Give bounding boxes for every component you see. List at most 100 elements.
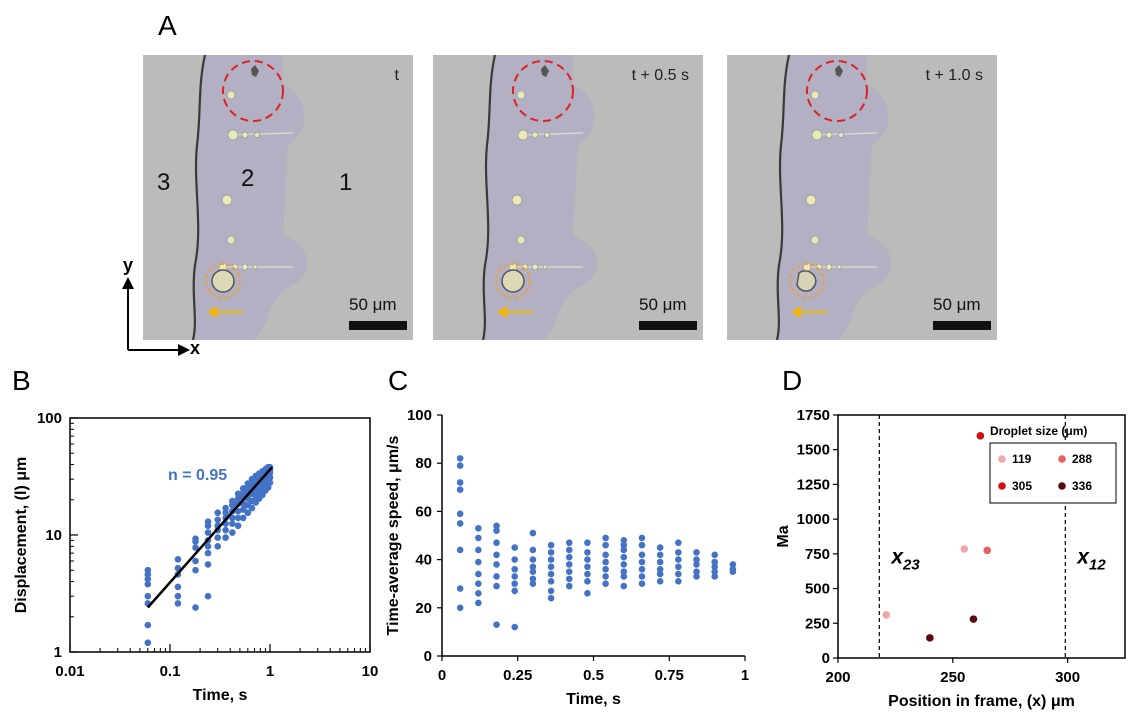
data-point bbox=[456, 479, 464, 486]
data-point bbox=[475, 546, 482, 554]
data-point bbox=[584, 577, 591, 585]
data-point bbox=[222, 534, 229, 541]
data-point bbox=[565, 561, 573, 568]
data-point bbox=[234, 514, 242, 522]
chart-c-speed: 0 0.25 0.5 0.75 1 0 20 40 60 80 100 Time, s Time-ave… bbox=[385, 407, 749, 708]
y-axis-title: Ma bbox=[775, 525, 792, 547]
data-point bbox=[144, 639, 152, 647]
data-point bbox=[174, 600, 182, 607]
legend-marker bbox=[998, 482, 1006, 490]
data-point bbox=[620, 546, 628, 554]
data-point bbox=[229, 529, 236, 536]
region-label-2: 2 bbox=[241, 165, 255, 192]
x-axis-title: Time, s bbox=[566, 691, 621, 708]
orange-dashed-circle bbox=[205, 263, 241, 299]
data-point bbox=[602, 551, 609, 559]
data-point bbox=[266, 479, 274, 486]
data-point bbox=[584, 549, 591, 556]
x-tick-label: 0.1 bbox=[160, 663, 181, 680]
data-point bbox=[229, 514, 236, 522]
data-point bbox=[547, 556, 555, 563]
data-point bbox=[656, 558, 664, 566]
data-point bbox=[456, 604, 464, 612]
droplet bbox=[836, 264, 842, 270]
droplet bbox=[227, 129, 239, 141]
scale-bar bbox=[349, 321, 407, 330]
legend-marker bbox=[1058, 482, 1066, 490]
data-point bbox=[529, 529, 537, 537]
data-point bbox=[675, 549, 682, 556]
data-point bbox=[144, 621, 152, 629]
data-point bbox=[456, 585, 464, 592]
vline-label-base: x bbox=[890, 546, 904, 569]
data-point bbox=[675, 563, 682, 571]
x-tick-label: 1 bbox=[266, 663, 274, 680]
large-droplet bbox=[501, 269, 525, 293]
data-point bbox=[475, 580, 482, 587]
vline-label-subscript: 12 bbox=[1089, 557, 1106, 574]
time-label: t + 0.5 s bbox=[631, 67, 689, 84]
data-point bbox=[511, 587, 519, 595]
data-point bbox=[675, 556, 682, 563]
y-tick-label: 20 bbox=[415, 600, 432, 617]
data-point bbox=[565, 568, 573, 575]
data-point bbox=[656, 577, 664, 585]
large-droplet bbox=[211, 269, 235, 293]
data-point bbox=[638, 580, 646, 587]
data-point bbox=[493, 573, 500, 580]
data-point bbox=[493, 621, 500, 628]
data-point bbox=[239, 506, 247, 513]
data-point bbox=[711, 563, 718, 571]
data-point bbox=[638, 551, 646, 559]
micrograph-drawing bbox=[143, 55, 413, 340]
x-tick-label: 0.75 bbox=[655, 667, 684, 684]
data-point bbox=[565, 546, 573, 554]
droplet bbox=[511, 194, 523, 206]
data-point bbox=[493, 522, 500, 530]
data-point bbox=[266, 474, 274, 481]
red-dashed-circle bbox=[512, 60, 574, 122]
data-point bbox=[174, 555, 182, 563]
x-tick-label: 0.01 bbox=[55, 663, 84, 680]
fit-annotation: n = 0.95 bbox=[168, 467, 227, 484]
y-axis-arrow-label: y bbox=[123, 255, 134, 275]
x-tick-label: 0.25 bbox=[503, 667, 532, 684]
interface-position-label: x23 bbox=[890, 546, 920, 574]
data-point bbox=[976, 432, 985, 440]
data-point bbox=[511, 623, 519, 631]
data-point bbox=[693, 561, 700, 568]
micrograph-drawing bbox=[727, 55, 997, 340]
data-point bbox=[214, 509, 222, 517]
data-point bbox=[638, 573, 646, 580]
data-point bbox=[729, 568, 737, 575]
data-point bbox=[693, 556, 700, 563]
micrograph-frame-1: 50 μm t 3 2 1 bbox=[143, 55, 413, 340]
droplet bbox=[838, 132, 844, 138]
data-point bbox=[620, 568, 628, 575]
data-point bbox=[620, 573, 628, 580]
data-point bbox=[229, 520, 236, 527]
data-point bbox=[511, 565, 519, 573]
data-point bbox=[222, 509, 229, 517]
region-label-3: 3 bbox=[157, 169, 171, 196]
data-point bbox=[144, 592, 152, 600]
data-point bbox=[584, 556, 591, 563]
droplet bbox=[825, 131, 833, 139]
droplet bbox=[241, 263, 249, 271]
data-point bbox=[529, 575, 537, 583]
data-point bbox=[693, 573, 700, 580]
debris bbox=[835, 65, 843, 77]
time-label: t + 1.0 s bbox=[925, 67, 983, 84]
data-point bbox=[456, 546, 464, 554]
x-tick-label: 200 bbox=[825, 669, 850, 686]
data-point bbox=[675, 539, 682, 547]
data-point bbox=[192, 566, 199, 574]
data-point bbox=[204, 543, 212, 550]
debris bbox=[251, 65, 259, 77]
droplet bbox=[252, 264, 258, 270]
data-point bbox=[926, 634, 934, 642]
large-droplet bbox=[796, 270, 817, 292]
x-tick-label: 0.5 bbox=[583, 667, 604, 684]
data-point bbox=[493, 582, 500, 590]
